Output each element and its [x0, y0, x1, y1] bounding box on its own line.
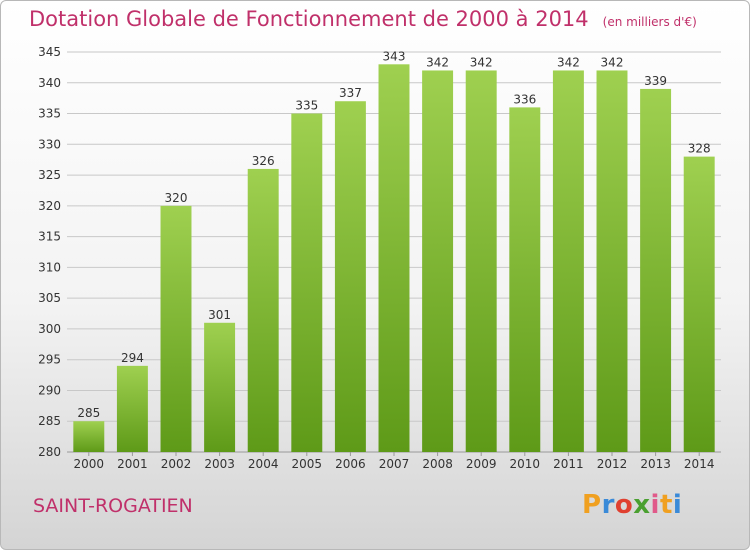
x-tick-label: 2011	[553, 457, 584, 471]
chart-title: Dotation Globale de Fonctionnement de 20…	[29, 7, 697, 31]
bar	[378, 64, 410, 453]
logo-letter: o	[614, 490, 634, 520]
x-tick-label: 2008	[422, 457, 453, 471]
y-tick-label: 280	[38, 445, 61, 459]
x-tick-label: 2013	[640, 457, 671, 471]
data-label: 342	[557, 55, 580, 69]
bar	[73, 421, 105, 452]
x-tick-label: 2007	[379, 457, 410, 471]
chart-title-text: Dotation Globale de Fonctionnement de 20…	[29, 7, 589, 31]
x-tick-label: 2006	[335, 457, 366, 471]
logo-letter: t	[659, 490, 673, 520]
x-tick-label: 2003	[204, 457, 235, 471]
y-axis-ticks: 280 285 290 295 300 305 310 315 320 325 330 335 340 3…	[38, 45, 61, 459]
y-tick-label: 320	[38, 199, 61, 213]
bar	[160, 205, 192, 452]
bar	[204, 322, 236, 452]
data-label: 339	[644, 74, 667, 88]
bar	[552, 70, 584, 452]
bar	[247, 168, 279, 452]
data-label: 342	[601, 55, 624, 69]
x-tick-label: 2014	[684, 457, 715, 471]
data-label: 326	[252, 154, 275, 168]
x-tick-label: 2004	[248, 457, 279, 471]
y-tick-label: 305	[38, 291, 61, 305]
logo-letter: P	[582, 490, 602, 520]
y-tick-label: 330	[38, 137, 61, 151]
y-tick-label: 345	[38, 45, 61, 59]
x-tick-label: 2002	[161, 457, 192, 471]
x-tick-label: 2005	[292, 457, 323, 471]
data-label: 285	[77, 406, 100, 420]
data-label: 336	[513, 92, 536, 106]
chart-subtitle: (en milliers d'€)	[602, 15, 697, 29]
bar	[640, 88, 672, 452]
logo-letter: x	[633, 490, 651, 520]
y-tick-label: 325	[38, 168, 61, 182]
bar	[291, 113, 323, 453]
y-tick-label: 340	[38, 76, 61, 90]
y-tick-label: 335	[38, 107, 61, 121]
chart-bars	[73, 64, 715, 453]
logo-letter: i	[672, 490, 683, 520]
y-tick-label: 290	[38, 383, 61, 397]
data-labels: 285 294 320 301 326 335 337 343 342 342 336 342 342 3…	[77, 49, 710, 420]
proxiti-logo: Proxiti	[582, 490, 682, 520]
data-label: 343	[383, 49, 406, 63]
data-label: 342	[470, 55, 493, 69]
data-label: 294	[121, 351, 144, 365]
y-tick-label: 310	[38, 260, 61, 274]
y-tick-label: 315	[38, 230, 61, 244]
bar	[116, 365, 148, 452]
bar	[596, 70, 628, 452]
data-label: 335	[295, 99, 318, 113]
y-tick-label: 300	[38, 322, 61, 336]
logo-letter: i	[650, 490, 660, 520]
x-tick-label: 2001	[117, 457, 148, 471]
y-tick-label: 295	[38, 353, 61, 367]
logo-letter: r	[601, 490, 615, 520]
bar	[465, 70, 497, 452]
y-tick-label: 285	[38, 414, 61, 428]
bar	[334, 101, 366, 452]
data-label: 328	[688, 142, 711, 156]
commune-name: SAINT-ROGATIEN	[33, 495, 193, 517]
bar	[509, 107, 541, 452]
data-label: 301	[208, 308, 231, 322]
x-tick-label: 2010	[510, 457, 541, 471]
data-label: 342	[426, 55, 449, 69]
data-label: 320	[165, 191, 188, 205]
bar	[683, 156, 715, 452]
x-tick-label: 2009	[466, 457, 497, 471]
x-tick-label: 2012	[597, 457, 628, 471]
x-tick-label: 2000	[74, 457, 105, 471]
data-label: 337	[339, 86, 362, 100]
x-axis-ticks: 2000 2001 2002 2003 2004 2005 2006 2007 2008 2009…	[74, 452, 715, 471]
bar	[422, 70, 454, 452]
